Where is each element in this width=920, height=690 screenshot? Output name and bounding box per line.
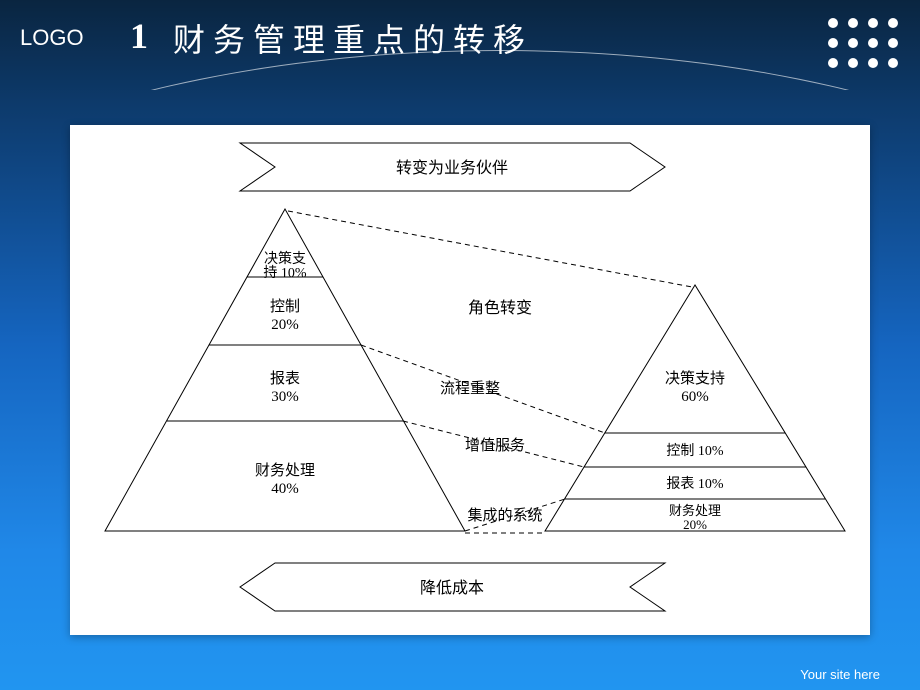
transition-label-0: 流程重整: [440, 380, 500, 397]
left-level-1-a: 控制: [270, 298, 300, 315]
left-level-1-b: 20%: [271, 317, 299, 333]
transition-label-1: 增值服务: [465, 437, 525, 454]
bottom-arrow-label: 降低成本: [420, 579, 484, 597]
right-level-0-a: 决策支持: [665, 370, 725, 387]
left-level-0-a: 决策支: [264, 250, 306, 267]
left-level-3-a: 财务处理: [255, 462, 315, 479]
top-arrow: 转变为业务伙伴: [240, 143, 665, 191]
left-level-3-b: 40%: [271, 481, 299, 497]
top-arrow-label: 转变为业务伙伴: [396, 159, 508, 177]
left-pyramid: 决策支 持 10% 控制 20% 报表 30% 财务处理 40%: [105, 209, 465, 531]
dot-grid-icon: [828, 18, 902, 72]
left-level-0-b: 持 10%: [263, 265, 306, 281]
connector-lines: [288, 211, 692, 533]
right-level-3-b: 20%: [683, 517, 707, 532]
right-pyramid: 决策支持 60% 控制 10% 报表 10% 财务处理 20%: [545, 285, 845, 532]
right-level-2: 报表 10%: [666, 476, 723, 492]
role-change-label: 角色转变: [468, 299, 532, 317]
footer-text: Your site here: [800, 667, 880, 682]
logo-text: LOGO: [0, 15, 100, 51]
left-level-2-a: 报表: [270, 370, 300, 387]
right-level-0-b: 60%: [681, 389, 709, 405]
diagram-canvas: 转变为业务伙伴 降低成本 决策支 持 10% 控制 20% 报表 30% 财务处…: [70, 125, 870, 635]
section-number: 1: [130, 15, 148, 57]
left-level-2-b: 30%: [271, 389, 299, 405]
right-level-3-a: 财务处理: [669, 503, 721, 518]
transition-label-2: 集成的系统: [467, 507, 542, 524]
right-level-1: 控制 10%: [666, 443, 723, 459]
bottom-arrow: 降低成本: [240, 563, 665, 611]
